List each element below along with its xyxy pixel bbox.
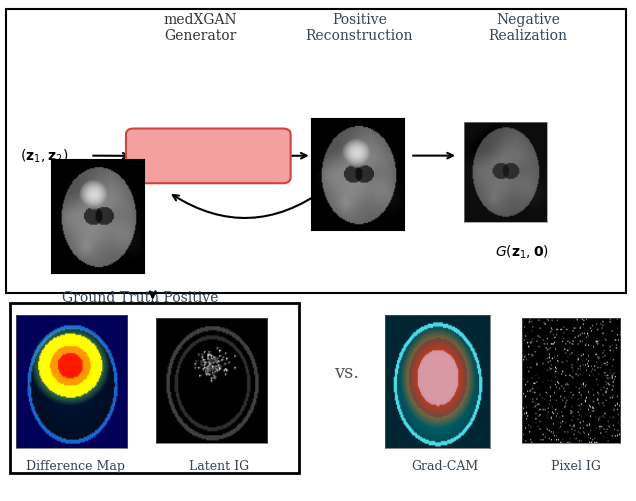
Text: Negative
Realization: Negative Realization [488, 13, 567, 43]
Text: medXGAN
Generator: medXGAN Generator [163, 13, 237, 43]
FancyBboxPatch shape [10, 303, 299, 473]
Text: Ground Truth Positive: Ground Truth Positive [62, 291, 218, 305]
Text: Positive
Reconstruction: Positive Reconstruction [305, 13, 413, 43]
Text: (G): $G(\mathbf{z}_1, \mathbf{z}_2)$: (G): $G(\mathbf{z}_1, \mathbf{z}_2)$ [163, 148, 253, 165]
Text: vs.: vs. [334, 363, 359, 381]
Text: Latent IG: Latent IG [190, 459, 249, 472]
Text: Pixel IG: Pixel IG [551, 459, 600, 472]
FancyBboxPatch shape [126, 129, 291, 184]
Text: $G(\mathbf{z}_1, \mathbf{0})$: $G(\mathbf{z}_1, \mathbf{0})$ [495, 243, 548, 261]
FancyBboxPatch shape [6, 10, 626, 293]
Text: $(\mathbf{z}_1, \mathbf{z}_2)$: $(\mathbf{z}_1, \mathbf{z}_2)$ [20, 148, 69, 165]
Text: Difference Map: Difference Map [25, 459, 125, 472]
Text: Grad-CAM: Grad-CAM [411, 459, 479, 472]
